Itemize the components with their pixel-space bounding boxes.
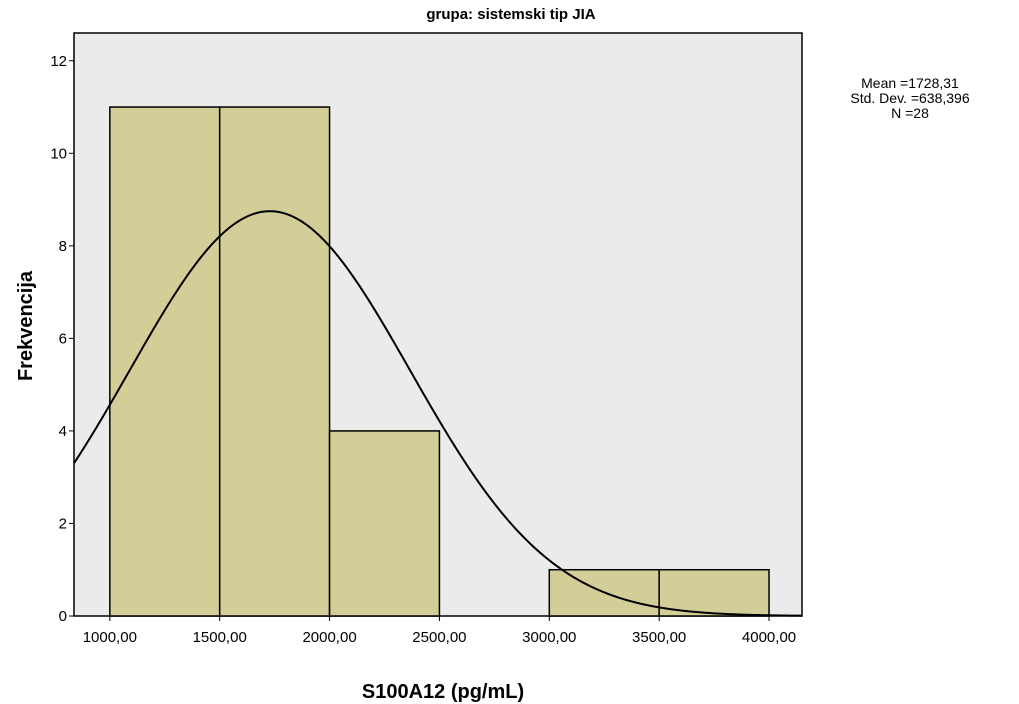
normal-curve (73, 210, 803, 617)
y-tick-label: 4 (59, 423, 67, 440)
stat-std-dev: Std. Dev. =638,396 (850, 90, 970, 106)
x-axis-label: S100A12 (pg/mL) (362, 681, 524, 703)
y-tick-label: 0 (59, 608, 67, 625)
y-tick-label: 12 (50, 53, 67, 70)
statistics-summary: Mean =1728,31 Std. Dev. =638,396 N =28 (820, 76, 1000, 121)
y-tick-label: 10 (50, 145, 67, 162)
x-tick-label: 2500,00 (412, 629, 466, 646)
chart-title: grupa: sistemski tip JIA (426, 6, 595, 23)
x-tick-label: 1000,00 (83, 629, 137, 646)
y-tick-label: 6 (59, 330, 67, 347)
x-tick-label: 4000,00 (742, 629, 796, 646)
y-tick-label: 8 (59, 238, 67, 255)
y-axis-label: Frekvencija (15, 270, 37, 381)
histogram-bar (658, 568, 770, 617)
histogram-bar (218, 106, 331, 617)
y-tick-label: 2 (59, 515, 67, 532)
x-tick-label: 3500,00 (632, 629, 686, 646)
histogram-bar (109, 106, 221, 617)
x-tick-label: 1500,00 (193, 629, 247, 646)
stat-mean: Mean =1728,31 (861, 75, 959, 91)
stat-n: N =28 (891, 105, 929, 121)
x-tick-label: 3000,00 (522, 629, 576, 646)
histogram-bar (328, 430, 441, 617)
x-tick-label: 2000,00 (302, 629, 356, 646)
